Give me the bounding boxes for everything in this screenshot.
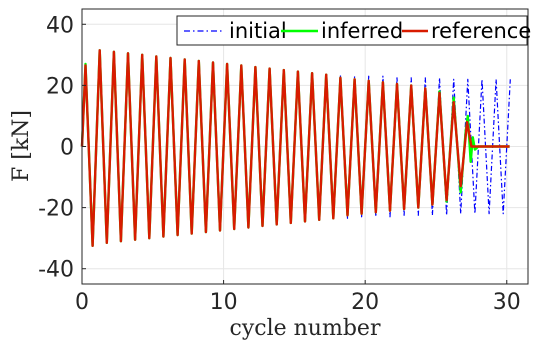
y-axis-label: F [kN]	[9, 110, 34, 182]
legend-box	[176, 15, 528, 46]
legend-label-inferred: inferred	[321, 19, 403, 43]
y-tick-label: -20	[38, 197, 74, 222]
y-tick-label: 40	[46, 13, 74, 38]
axis-ticks: 0 10 20 30 40 20 0 -20 -40	[38, 13, 521, 315]
y-tick-label: 20	[46, 74, 74, 99]
legend-label-initial: initial	[229, 19, 287, 43]
y-tick-label: -40	[38, 258, 74, 283]
x-tick-label: 0	[75, 290, 89, 315]
legend-label-reference: reference	[431, 19, 531, 43]
x-tick-label: 20	[351, 290, 379, 315]
y-tick-label: 0	[60, 136, 74, 161]
x-tick-label: 30	[493, 290, 521, 315]
x-tick-label: 10	[210, 290, 238, 315]
x-axis-label: cycle number	[230, 316, 381, 341]
series-line-reference	[80, 49, 510, 248]
series-layer	[80, 49, 511, 248]
legend: initial inferred reference	[176, 15, 531, 46]
